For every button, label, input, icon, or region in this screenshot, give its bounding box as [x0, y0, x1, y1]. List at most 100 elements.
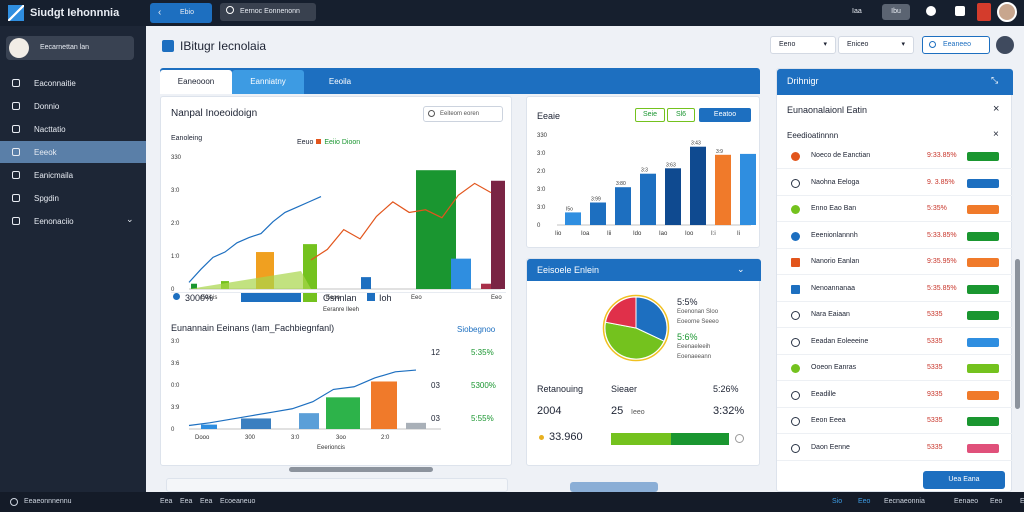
list-item[interactable]: Eeon Eeea 5335	[777, 408, 1013, 434]
flag-icon[interactable]	[977, 3, 991, 21]
counter-badge[interactable]: Ibu	[882, 4, 910, 20]
status-badge[interactable]	[967, 178, 999, 188]
primary-action-button[interactable]: Eeaneeo	[922, 36, 990, 54]
total-dot	[539, 435, 544, 440]
status-item[interactable]: Eeoaue	[1020, 498, 1024, 505]
number-icon	[791, 443, 800, 453]
row-value: 9:35.95%	[927, 258, 957, 265]
row-name: Nenoannanaa	[811, 284, 855, 292]
chart1-y-tick: 3:0	[171, 188, 180, 194]
power-icon[interactable]	[10, 498, 18, 506]
tab-0[interactable]: Eaneooon	[160, 70, 232, 94]
search-icon	[226, 6, 234, 14]
summary-square	[367, 293, 375, 301]
search-box[interactable]: Eernoc Eonnenonn	[220, 3, 316, 21]
status-badge[interactable]	[967, 231, 999, 241]
sidebar-item[interactable]: Spgdin	[0, 187, 146, 209]
close-icon[interactable]: ×	[993, 129, 999, 140]
status-badge[interactable]	[967, 417, 999, 426]
bottom-card-stub	[166, 478, 508, 492]
sidebar-item[interactable]: Eenonaciio ⌄	[0, 210, 146, 232]
back-button[interactable]: ‹ Ebio	[150, 3, 212, 23]
avatar[interactable]	[997, 2, 1017, 22]
list-item[interactable]: Nara Eaiaan 5335	[777, 302, 1013, 328]
sidebar-item[interactable]: Nacttatio	[0, 118, 146, 140]
right-panel-action-button[interactable]: Uea Eana	[923, 471, 1005, 489]
status-badge[interactable]	[967, 337, 999, 347]
tab-1[interactable]: Eanniatny	[232, 70, 304, 94]
chart3-bar-label: 3:43	[691, 141, 701, 147]
status-item[interactable]: Eenaeo	[954, 498, 979, 505]
summary-tail: Ioh	[379, 293, 392, 303]
chip-one[interactable]: Seie	[635, 108, 665, 122]
list-item[interactable]: Nenoannanaa 5:35.85%	[777, 276, 1013, 302]
status-badge[interactable]	[967, 152, 999, 161]
sidebar-item[interactable]: Eaconnaitie	[0, 72, 146, 94]
row-name: Eeadan Eoleeeine	[811, 337, 869, 345]
status-badge[interactable]	[967, 364, 999, 373]
info-icon[interactable]	[735, 434, 744, 443]
row-value: 5335	[927, 417, 943, 424]
status-badge[interactable]	[967, 390, 999, 400]
chevron-down-icon[interactable]: ⌄	[737, 264, 745, 274]
chart2-bar	[299, 413, 319, 429]
chart1-x-tick: Eeo	[411, 295, 422, 301]
panel-search-input[interactable]: Eeiteom eoren	[423, 106, 503, 122]
vertical-scrollbar[interactable]	[1015, 259, 1020, 409]
sidebar-item[interactable]: Donnio	[0, 95, 146, 117]
select-one[interactable]: Eeno ▾	[770, 36, 836, 54]
list-item[interactable]: Naohna Eeloga 9. 3.85%	[777, 170, 1013, 196]
status-badge[interactable]	[967, 443, 999, 453]
status-item[interactable]: Eecnaeonnia	[884, 498, 925, 505]
panel-title: Eeaie	[537, 111, 561, 121]
pie-ring	[602, 294, 670, 362]
user-profile[interactable]: Eecarnettan lan	[6, 36, 134, 60]
status-badge[interactable]	[967, 311, 999, 320]
sidebar-item[interactable]: Eeeok	[0, 141, 146, 163]
pie-value-1: 5:5%	[677, 297, 698, 307]
status-badge[interactable]	[967, 205, 999, 214]
list-item[interactable]: Eeadille 9335	[777, 382, 1013, 408]
list-item[interactable]: Nanorio Eanlan 9:35.95%	[777, 249, 1013, 275]
chart2-x-tick: 3:0	[291, 435, 300, 441]
status-item[interactable]: Eea	[200, 498, 213, 505]
panel-action-button[interactable]: Eeatoo	[699, 108, 751, 122]
status-item[interactable]: Sio	[832, 498, 843, 505]
notification-badge[interactable]: Iaa	[852, 8, 862, 15]
chart3-x-tick: Ii	[737, 231, 740, 237]
status-badge[interactable]	[967, 258, 999, 267]
list-item[interactable]: Noeco de Eanctian 9:33.85%	[777, 143, 1013, 169]
sidebar-item[interactable]: Eanicmaila	[0, 164, 146, 186]
chart2-percent: 5300%	[471, 381, 496, 390]
tab-2[interactable]: Eeoila	[328, 77, 352, 86]
number-icon	[791, 417, 800, 426]
list-item[interactable]: Eeenionlannnh 5:33.85%	[777, 223, 1013, 249]
expand-icon[interactable]: ⤡	[991, 75, 999, 85]
sidebar-item-label: Spgdin	[34, 194, 59, 203]
panel-link[interactable]: Siobegnoo	[457, 325, 496, 334]
horizontal-scrollbar[interactable]	[289, 467, 433, 472]
status-item[interactable]: Eeo	[858, 498, 871, 505]
chip-two[interactable]: Sl6	[667, 108, 695, 122]
status-item[interactable]: Eea	[180, 498, 193, 505]
status-item[interactable]: Eea	[160, 498, 173, 505]
close-icon[interactable]: ×	[993, 103, 1000, 115]
list-item[interactable]: Eeadan Eoleeeine 5335	[777, 329, 1013, 355]
bell-icon[interactable]	[955, 6, 965, 16]
progress-green	[611, 433, 671, 445]
list-item[interactable]: Ooeon Eanras 5335	[777, 355, 1013, 381]
legend-dot	[173, 293, 180, 300]
chevron-down-icon[interactable]: ⌄	[126, 214, 134, 224]
user-menu-avatar[interactable]	[996, 36, 1014, 54]
list-item[interactable]: Daon Eenne 5335	[777, 435, 1013, 461]
status-item[interactable]: Eeo	[990, 498, 1003, 505]
list-item[interactable]: Enno Eao Ban 5:35%	[777, 196, 1013, 222]
help-icon[interactable]	[926, 6, 936, 16]
select-two[interactable]: Eniceo ▾	[838, 36, 914, 54]
circle-red-icon	[791, 152, 800, 161]
status-item[interactable]: Ecoeaneuo	[220, 498, 256, 505]
grid-icon	[12, 79, 20, 87]
bottom-scroll-stub[interactable]	[570, 482, 658, 492]
chart1-y-tick: 1:0	[171, 254, 180, 260]
status-badge[interactable]	[967, 284, 999, 294]
